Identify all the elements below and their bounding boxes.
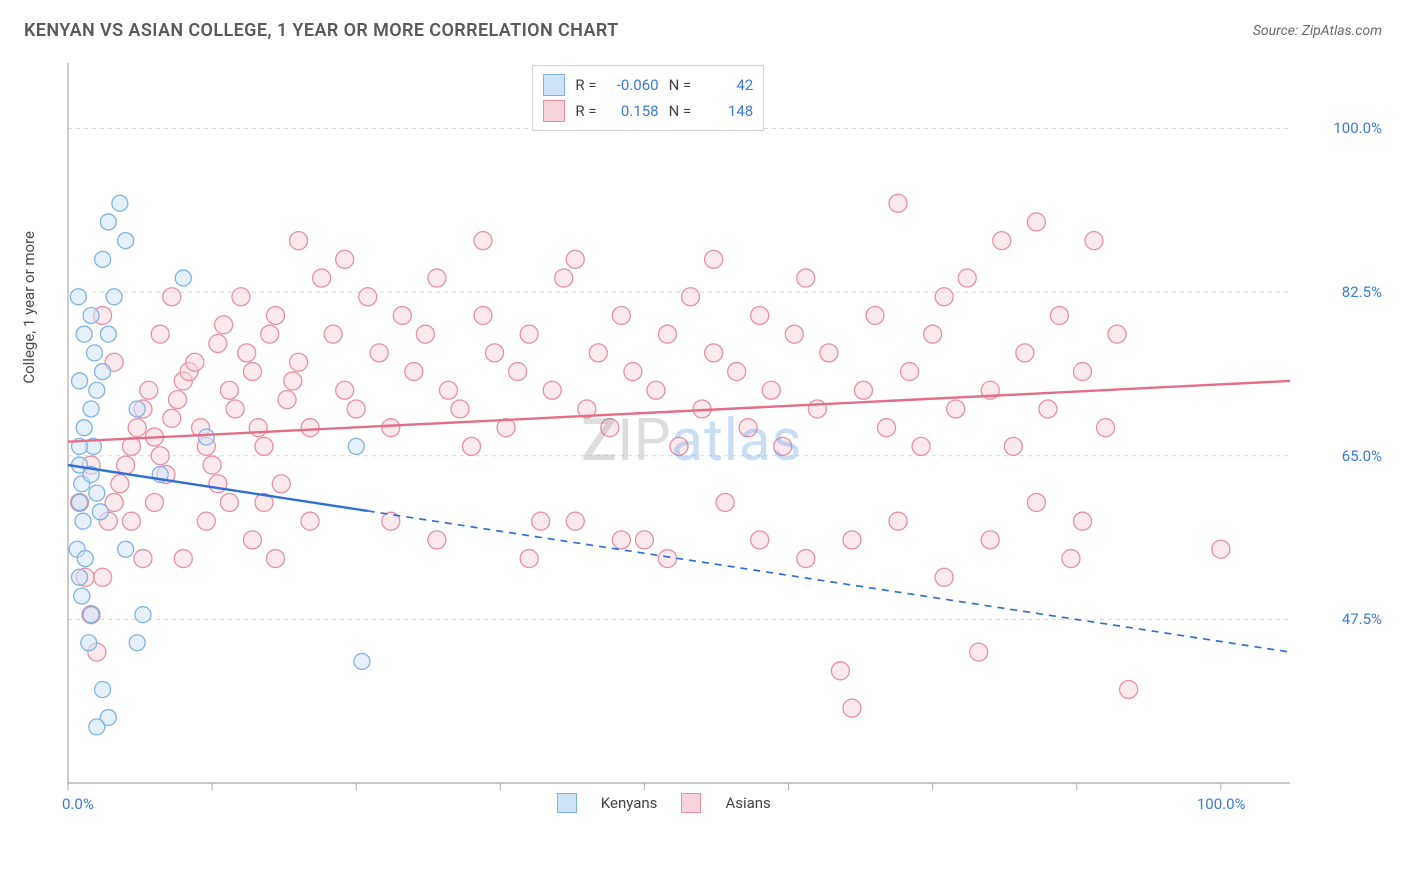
x-tick-right: 100.0% [1197,795,1246,813]
legend-swatch-asians-icon [681,793,701,813]
r-value-1: 0.158 [607,102,659,120]
y-axis-label: College, 1 year or more [20,231,38,384]
source-name: ZipAtlas.com [1302,23,1382,39]
r-label-1: R = [575,102,596,120]
n-label-0: N = [669,76,692,94]
y-tick-label: 82.5% [1342,283,1382,301]
stats-row-asians: R = 0.158 N = 148 [543,98,753,124]
legend-label-kenyans: Kenyans [601,794,658,812]
n-value-0: 42 [701,76,753,94]
x-tick-left: 0.0% [62,795,94,813]
legend-label-asians: Asians [725,794,770,812]
r-value-0: -0.060 [607,76,659,94]
y-tick-label: 100.0% [1333,119,1382,137]
y-tick-label: 47.5% [1342,610,1382,628]
header-row: KENYAN VS ASIAN COLLEGE, 1 YEAR OR MORE … [0,0,1406,49]
scatter-chart-svg [60,53,1350,813]
r-label-0: R = [575,76,596,94]
source-prefix: Source: [1253,23,1302,39]
series-legend: Kenyans Asians [557,793,771,813]
y-tick-label: 65.0% [1342,447,1382,465]
swatch-kenyans-icon [543,74,565,96]
n-label-1: N = [669,102,692,120]
stats-row-kenyans: R = -0.060 N = 42 [543,72,753,98]
source-attribution: Source: ZipAtlas.com [1253,23,1382,39]
stats-legend: R = -0.060 N = 42 R = 0.158 N = 148 [532,65,764,131]
chart-area: 100.0% 82.5% 65.0% 47.5% 0.0% 100.0% R = -0… [60,53,1382,817]
swatch-asians-icon [543,100,565,122]
chart-title: KENYAN VS ASIAN COLLEGE, 1 YEAR OR MORE … [24,20,619,41]
n-value-1: 148 [701,102,753,120]
legend-swatch-kenyans-icon [557,793,577,813]
